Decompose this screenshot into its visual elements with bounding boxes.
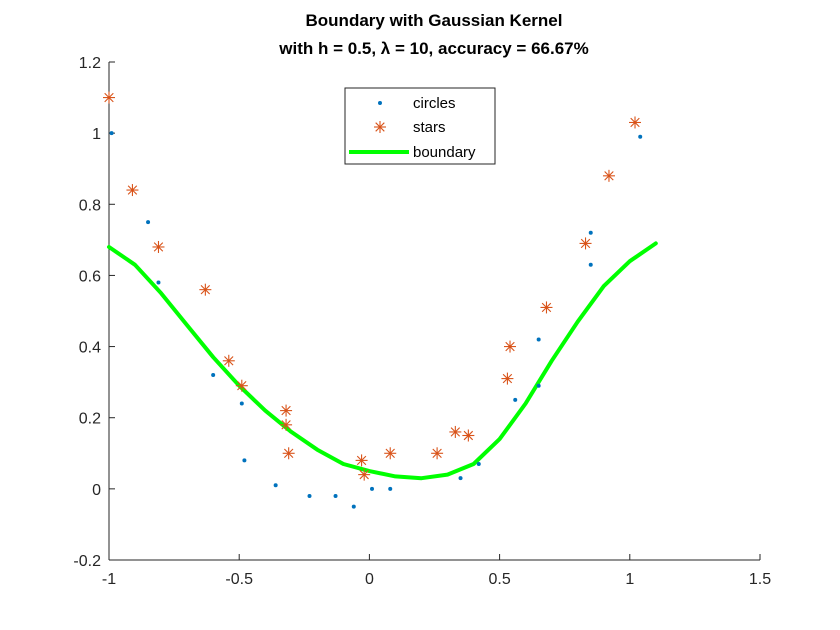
legend-label-stars: stars [413,119,446,136]
star-point [282,447,295,460]
star-point [358,468,371,481]
star-point [126,184,139,197]
legend-label-boundary: boundary [413,144,476,161]
y-tick-label: 0.4 [79,340,101,357]
x-tick-label: -0.5 [225,571,253,588]
star-point [152,240,165,253]
circle-point [242,458,247,463]
circle-point [513,397,518,402]
circle-point [476,461,481,466]
star-point [222,354,235,367]
x-tick-label: -1 [102,571,116,588]
star-point [540,301,553,314]
x-tick-label: 0 [365,571,374,588]
y-tick-label: 0.6 [79,268,101,285]
star-point [579,237,592,250]
legend-label-circles: circles [413,95,456,112]
x-tick-label: 1 [625,571,634,588]
circle-point [239,401,244,406]
circle-point [146,220,151,225]
star-point [280,418,293,431]
circle-point [273,483,278,488]
circle-point [333,493,338,498]
star-point [355,454,368,467]
star-point [602,169,615,182]
circle-point [388,486,393,491]
circle-point [211,373,216,378]
legend-circle-marker [378,101,382,105]
x-tick-label: 1.5 [749,571,771,588]
circle-point [588,262,593,267]
y-tick-label: 1.2 [79,55,101,72]
plot-area: -1 -0.5 0 0.5 1 1.5 -0.2 0 0.2 0.4 0.6 0.8 1 1.2 circl… [73,55,771,588]
circle-point [638,134,643,139]
star-point [199,283,212,296]
circle-point [109,131,114,136]
star-point [235,379,248,392]
circle-point [588,230,593,235]
boundary-line [107,241,658,481]
star-point [462,429,475,442]
circle-point [156,280,161,285]
circle-point [536,383,541,388]
circle-point [307,493,312,498]
circle-point [536,337,541,342]
star-point [501,372,514,385]
circle-point [458,476,463,481]
star-point [384,447,397,460]
star-point [629,116,642,129]
y-tick-label: -0.2 [73,553,101,570]
chart-title-line-1: Boundary with Gaussian Kernel [306,11,563,30]
y-tick-label: 0.2 [79,411,101,428]
circle-point [370,486,375,491]
legend-star-marker [374,121,386,133]
star-point [449,425,462,438]
star-point [103,91,115,104]
y-tick-label: 1 [92,126,101,143]
y-tick-label: 0 [92,482,101,499]
chart-title-line-2: with h = 0.5, λ = 10, accuracy = 66.67% [278,39,589,58]
x-tick-label: 0.5 [488,571,510,588]
star-point [504,340,517,353]
circle-point [351,504,356,509]
star-point [280,404,293,417]
y-tick-label: 0.8 [79,197,101,214]
star-point [431,447,444,460]
